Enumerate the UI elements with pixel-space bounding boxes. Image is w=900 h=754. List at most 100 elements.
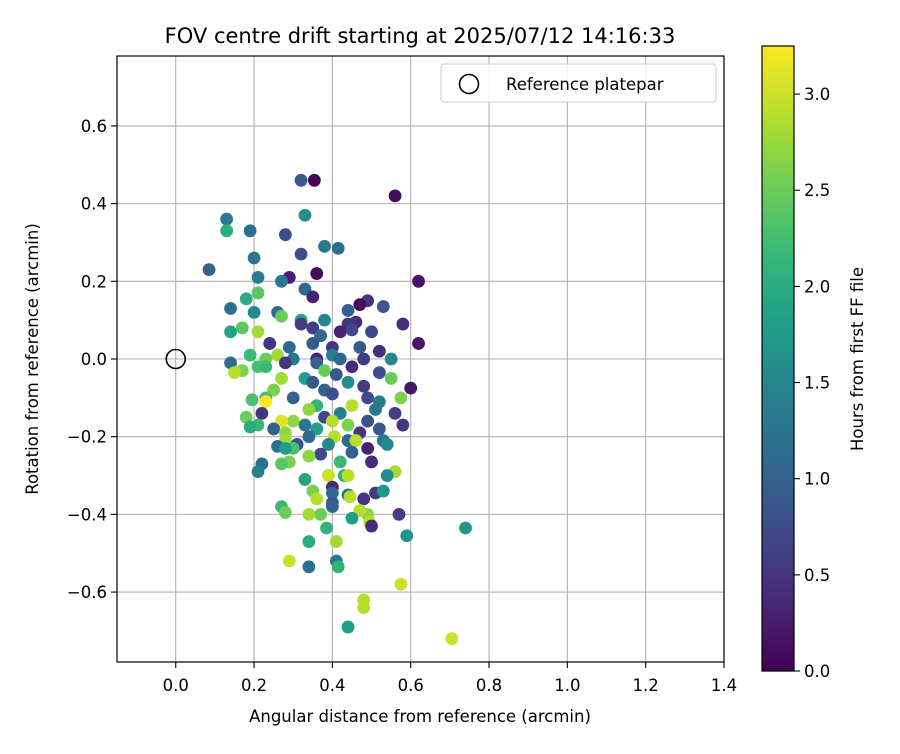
data-point [341,418,355,432]
colorbar-tick-label: 1.0 [804,470,830,489]
colorbar-tick-label: 1.5 [804,374,830,393]
data-point [282,554,296,568]
data-point [302,560,316,574]
data-point [396,317,410,331]
data-point [341,304,355,317]
data-point [298,208,312,222]
data-point [224,325,237,339]
colorbar-tick-label: 3.0 [804,85,830,104]
data-point [298,473,312,486]
data-point [445,632,459,646]
data-point [333,406,347,420]
data-point [333,352,347,366]
data-point [412,274,425,288]
data-point [318,364,331,378]
data-point [365,519,378,533]
data-point [239,410,253,424]
data-point [251,271,265,284]
data-point [394,577,408,591]
data-point [298,418,312,432]
data-point [275,309,288,323]
y-tick-label: −0.2 [67,428,107,447]
x-axis-label: Angular distance from reference (arcmin) [249,707,591,726]
data-point [341,469,355,482]
data-point [400,529,414,543]
data-point [341,620,355,634]
data-point [239,292,253,306]
colorbar-label: Hours from first FF file [848,267,867,451]
data-point [376,484,390,498]
data-point [278,441,292,455]
data-point [245,393,259,407]
data-point [310,356,324,370]
data-point [322,438,335,451]
data-point [306,375,320,389]
data-point [392,507,406,521]
data-point [251,465,265,479]
data-point [314,329,328,343]
data-point [224,356,237,370]
data-point [267,422,281,436]
y-tick-label: −0.4 [67,505,107,524]
data-point [314,507,328,521]
y-tick-label: 0.4 [81,195,107,214]
data-point [259,395,273,409]
data-point [325,414,339,428]
data-point [286,391,300,405]
data-point [459,521,472,535]
data-point [275,274,288,288]
data-point [329,535,343,548]
data-point [202,263,216,277]
data-point [278,506,292,519]
data-point [310,422,324,436]
data-point [329,368,343,381]
data-point [325,486,339,500]
data-point [251,286,265,300]
data-point [372,366,386,379]
data-point [365,455,378,469]
data-point [247,251,261,265]
data-point [345,445,359,459]
data-point [357,601,371,615]
data-points [165,173,472,646]
grid [117,56,725,662]
data-point [220,212,234,226]
colorbar-gradient [761,45,795,672]
data-point [314,447,328,461]
data-point [412,337,425,350]
x-tick-label: 0.4 [319,676,345,695]
data-point [259,360,273,374]
colorbar-tick-label: 0.0 [804,662,830,681]
x-tick-label: 1.0 [554,676,580,695]
data-point [353,504,367,517]
data-point [396,418,410,432]
data-point [388,406,402,420]
data-point [263,337,277,350]
x-tick-label: 0.0 [163,676,189,695]
x-tick-label: 0.6 [398,676,424,695]
data-point [357,352,371,366]
data-point [361,441,375,455]
y-axis-label: Rotation from reference (arcmin) [23,223,42,495]
data-point [325,500,339,514]
data-point [345,399,359,413]
data-point [307,173,321,187]
x-tick-label: 0.8 [476,676,502,695]
data-point [255,406,269,420]
data-point [302,430,316,444]
y-tick-label: 0.6 [81,117,107,136]
data-point [306,337,320,350]
y-tick-label: 0.2 [81,272,107,291]
data-point [318,313,331,327]
data-point [357,492,371,506]
data-point [353,298,367,312]
axes: 0.0 0.2 0.4 0.6 0.8 1.0 1.2 1.4 −0.6 −0.4 −0.2 0.0 0… [67,55,737,695]
legend-marker-reference-platepar [458,73,480,95]
data-point [302,403,316,416]
data-point [388,189,402,203]
data-point [331,560,345,574]
data-point [228,366,241,379]
data-point [341,375,355,389]
